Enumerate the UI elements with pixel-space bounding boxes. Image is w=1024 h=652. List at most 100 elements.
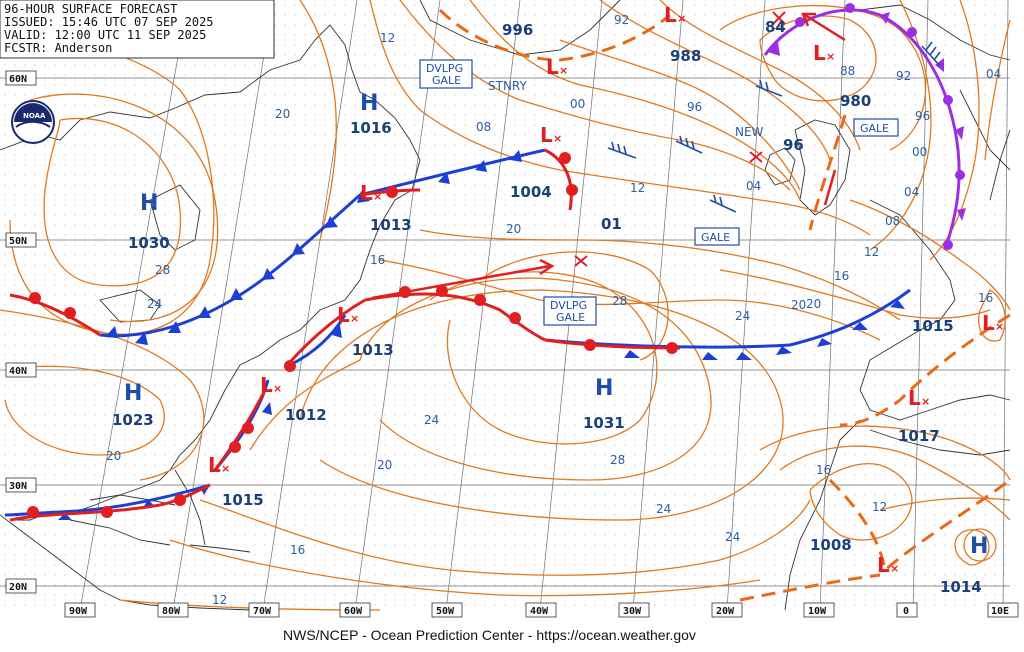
coastlines bbox=[0, 0, 1011, 611]
svg-text:96: 96 bbox=[687, 100, 702, 114]
svg-text:96: 96 bbox=[915, 109, 930, 123]
svg-text:24: 24 bbox=[656, 502, 671, 516]
svg-text:40N: 40N bbox=[9, 366, 27, 377]
pressure-1013b: 1013 bbox=[352, 341, 394, 359]
svg-text:10W: 10W bbox=[808, 606, 827, 617]
svg-text:L: L bbox=[540, 123, 553, 147]
svg-text:04: 04 bbox=[904, 185, 919, 199]
svg-text:20W: 20W bbox=[716, 606, 735, 617]
pressure-1014: 1014 bbox=[940, 578, 982, 596]
pressure-1030: 1030 bbox=[128, 234, 170, 252]
svg-text:L: L bbox=[208, 453, 221, 477]
svg-text:×: × bbox=[921, 395, 930, 408]
svg-text:L: L bbox=[360, 181, 373, 205]
isobar-labels: 12 20 08 00 96 92 88 92 04 96 00 04 08 1… bbox=[106, 13, 1001, 607]
svg-text:H: H bbox=[970, 534, 988, 559]
wind-barbs bbox=[607, 41, 941, 213]
svg-text:12: 12 bbox=[630, 181, 645, 195]
svg-text:50N: 50N bbox=[9, 236, 27, 247]
svg-text:×: × bbox=[553, 132, 562, 145]
svg-text:×: × bbox=[890, 562, 899, 575]
warning-dvlpg-gale-north: DVLPG bbox=[426, 62, 463, 75]
longitude-labels: 90W 80W 70W 60W 50W 40W 30W 20W 10W 0 10… bbox=[64, 602, 1019, 618]
troughs bbox=[438, 8, 1011, 602]
warning-gale-mid: GALE bbox=[701, 231, 730, 244]
svg-text:12: 12 bbox=[872, 500, 887, 514]
svg-text:16: 16 bbox=[816, 463, 831, 477]
svg-text:L: L bbox=[546, 55, 559, 79]
svg-text:20: 20 bbox=[275, 107, 290, 121]
high-symbols: H H H H H bbox=[124, 91, 997, 562]
pressure-84: 84 bbox=[765, 18, 786, 36]
svg-text:04: 04 bbox=[986, 67, 1001, 81]
svg-text:28: 28 bbox=[155, 263, 170, 277]
pressure-values: 1016 1030 1023 1031 1014 1004 1013 1013 … bbox=[112, 18, 982, 596]
svg-text:20: 20 bbox=[106, 449, 121, 463]
svg-text:28: 28 bbox=[610, 453, 625, 467]
svg-text:×: × bbox=[826, 50, 835, 63]
svg-text:×: × bbox=[373, 190, 382, 203]
svg-text:80W: 80W bbox=[162, 606, 181, 617]
svg-text:×: × bbox=[995, 320, 1004, 333]
svg-text:L: L bbox=[877, 553, 890, 577]
svg-text:×: × bbox=[221, 462, 230, 475]
header-title: 96-HOUR SURFACE FORECAST bbox=[4, 2, 177, 16]
svg-text:00: 00 bbox=[570, 97, 585, 111]
svg-text:24: 24 bbox=[725, 530, 740, 544]
warning-dvlpg-gale-south: DVLPG bbox=[550, 299, 587, 312]
new-label: NEW bbox=[735, 125, 764, 139]
pressure-96: 96 bbox=[783, 136, 804, 154]
svg-text:L: L bbox=[813, 41, 826, 65]
pressure-1015a: 1015 bbox=[222, 491, 264, 509]
svg-text:L: L bbox=[908, 386, 921, 410]
svg-text:×: × bbox=[559, 64, 568, 77]
noaa-logo-text: NOAA bbox=[23, 112, 46, 120]
pressure-1016: 1016 bbox=[350, 119, 392, 137]
svg-text:H: H bbox=[595, 376, 613, 401]
header-issued: ISSUED: 15:46 UTC 07 SEP 2025 bbox=[4, 15, 214, 29]
forecast-header: 96-HOUR SURFACE FORECAST ISSUED: 15:46 U… bbox=[0, 0, 275, 59]
pressure-988: 988 bbox=[670, 47, 701, 65]
svg-text:60N: 60N bbox=[9, 74, 27, 85]
warning-gale-east: GALE bbox=[860, 122, 889, 135]
svg-text:10E: 10E bbox=[991, 606, 1009, 617]
svg-text:70W: 70W bbox=[253, 606, 272, 617]
warning-labels: DVLPG GALE DVLPG GALE GALE GALE bbox=[419, 59, 899, 326]
pressure-1004: 1004 bbox=[510, 183, 552, 201]
pressure-996: 996 bbox=[502, 21, 533, 39]
svg-text:16: 16 bbox=[290, 543, 305, 557]
svg-text:H: H bbox=[140, 191, 158, 216]
svg-text:20: 20 bbox=[377, 458, 392, 472]
header-valid: VALID: 12:00 UTC 11 SEP 2025 bbox=[4, 28, 206, 42]
pressure-1013a: 1013 bbox=[370, 216, 412, 234]
pressure-1008: 1008 bbox=[810, 536, 852, 554]
svg-text:00: 00 bbox=[912, 145, 927, 159]
svg-text:×: × bbox=[273, 382, 282, 395]
svg-text:92: 92 bbox=[896, 69, 911, 83]
svg-text:20N: 20N bbox=[9, 582, 27, 593]
svg-text:×: × bbox=[350, 312, 359, 325]
latitude-labels: 60N 50N 40N 30N 20N bbox=[5, 70, 37, 594]
svg-text:12: 12 bbox=[212, 593, 227, 607]
occluded-front bbox=[763, 3, 966, 251]
svg-text:L: L bbox=[664, 3, 677, 27]
svg-text:50W: 50W bbox=[436, 606, 455, 617]
svg-text:20: 20 bbox=[506, 222, 521, 236]
svg-text:0: 0 bbox=[903, 606, 909, 617]
svg-text:H: H bbox=[124, 381, 142, 406]
svg-text:92: 92 bbox=[614, 13, 629, 27]
svg-text:L: L bbox=[982, 311, 995, 335]
svg-text:16: 16 bbox=[978, 291, 993, 305]
svg-text:88: 88 bbox=[840, 64, 855, 78]
pressure-1015b: 1015 bbox=[912, 317, 954, 335]
svg-text:04: 04 bbox=[746, 179, 761, 193]
pressure-1023: 1023 bbox=[112, 411, 154, 429]
pressure-1031: 1031 bbox=[583, 414, 625, 432]
svg-text:60W: 60W bbox=[344, 606, 363, 617]
svg-text:40W: 40W bbox=[530, 606, 549, 617]
pressure-1012: 1012 bbox=[285, 406, 327, 424]
noaa-logo: NOAA bbox=[11, 100, 55, 144]
svg-text:L: L bbox=[260, 373, 273, 397]
svg-text:12: 12 bbox=[864, 245, 879, 259]
svg-text:24: 24 bbox=[424, 413, 439, 427]
